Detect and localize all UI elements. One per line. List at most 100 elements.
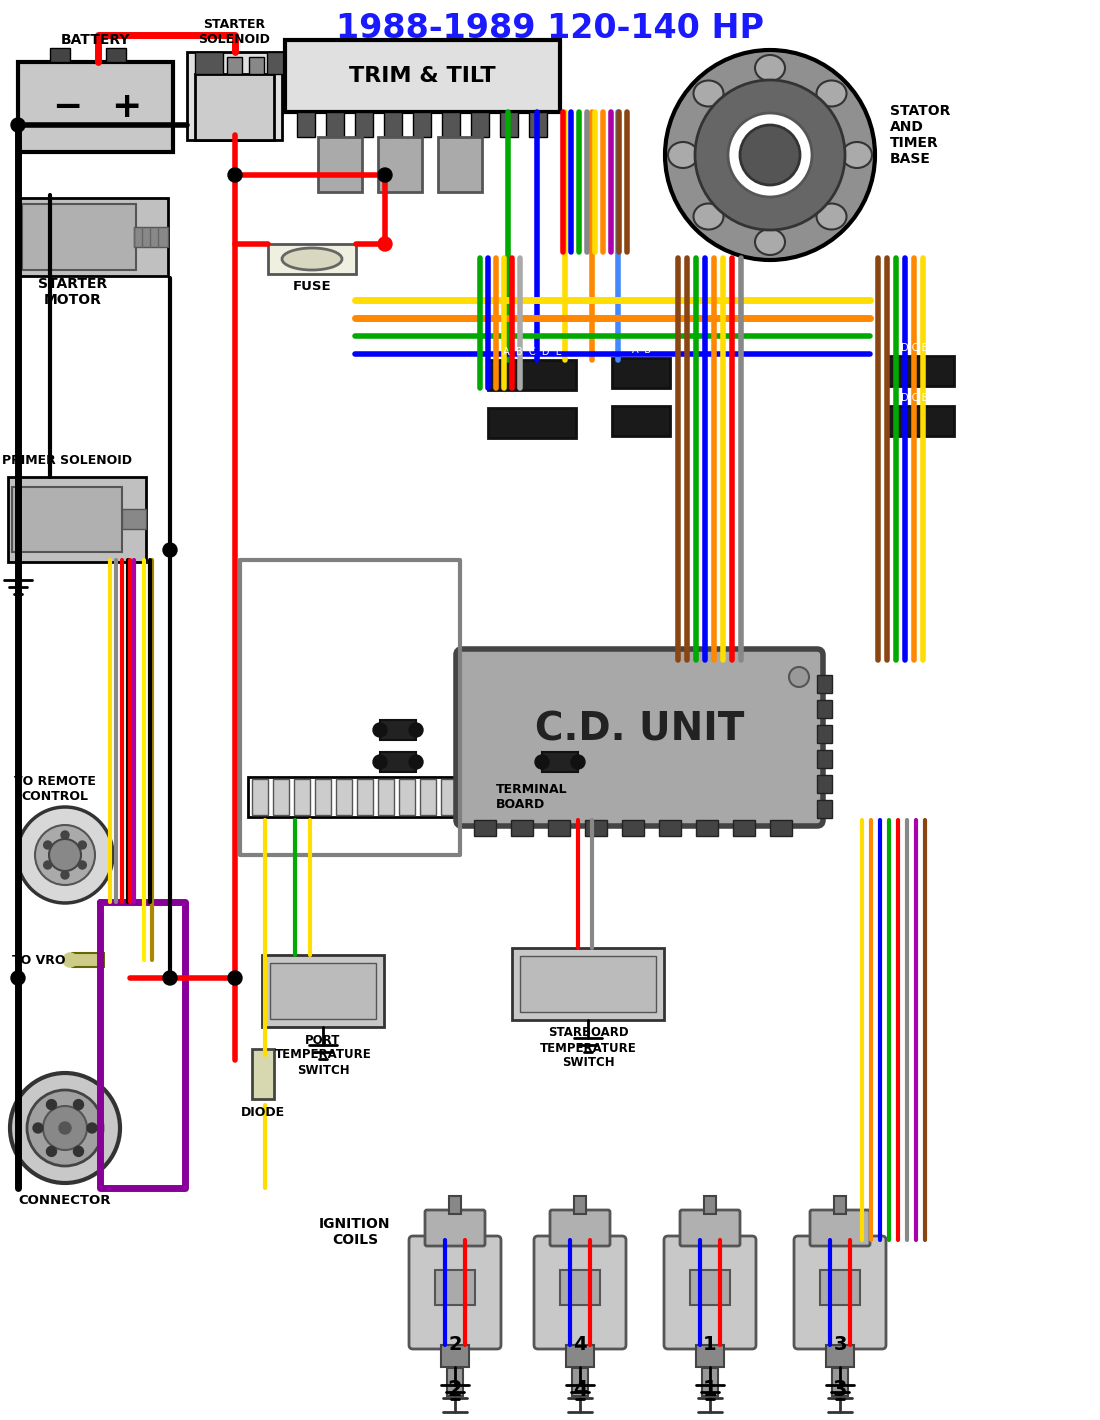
FancyBboxPatch shape [488, 361, 576, 391]
Circle shape [50, 839, 81, 870]
FancyBboxPatch shape [18, 197, 168, 275]
FancyBboxPatch shape [817, 775, 832, 792]
Text: BATTERY: BATTERY [60, 33, 130, 47]
Circle shape [409, 723, 424, 737]
Circle shape [60, 831, 69, 839]
FancyBboxPatch shape [187, 53, 282, 141]
Circle shape [63, 953, 77, 967]
Text: 4: 4 [573, 1335, 586, 1355]
Circle shape [728, 114, 812, 197]
Text: 1: 1 [703, 1380, 717, 1400]
FancyBboxPatch shape [326, 112, 344, 136]
Circle shape [571, 755, 585, 770]
FancyBboxPatch shape [268, 244, 356, 274]
FancyBboxPatch shape [358, 780, 373, 815]
FancyBboxPatch shape [378, 780, 394, 815]
Circle shape [10, 1074, 120, 1183]
Circle shape [163, 971, 177, 985]
FancyBboxPatch shape [252, 1049, 274, 1099]
Text: FUSE: FUSE [293, 280, 331, 293]
FancyBboxPatch shape [318, 136, 362, 192]
FancyBboxPatch shape [550, 1210, 610, 1245]
Circle shape [78, 841, 86, 849]
FancyBboxPatch shape [315, 780, 331, 815]
Ellipse shape [816, 81, 847, 106]
FancyBboxPatch shape [886, 406, 954, 436]
FancyBboxPatch shape [384, 112, 402, 136]
FancyBboxPatch shape [770, 819, 792, 836]
FancyBboxPatch shape [612, 406, 670, 436]
FancyBboxPatch shape [12, 487, 122, 552]
Ellipse shape [816, 203, 847, 230]
FancyBboxPatch shape [262, 956, 384, 1027]
FancyBboxPatch shape [886, 356, 954, 386]
FancyBboxPatch shape [441, 780, 456, 815]
Text: STARTER
MOTOR: STARTER MOTOR [39, 277, 108, 307]
FancyBboxPatch shape [704, 1196, 716, 1214]
FancyBboxPatch shape [449, 1196, 461, 1214]
Circle shape [228, 971, 242, 985]
FancyBboxPatch shape [297, 112, 315, 136]
FancyBboxPatch shape [379, 720, 416, 740]
Ellipse shape [693, 81, 724, 106]
FancyBboxPatch shape [227, 57, 242, 74]
FancyBboxPatch shape [621, 819, 643, 836]
Circle shape [373, 755, 387, 770]
Circle shape [78, 861, 86, 869]
Text: 1988-1989 120-140 HP: 1988-1989 120-140 HP [336, 11, 764, 44]
Text: A' B: A' B [631, 345, 650, 355]
FancyBboxPatch shape [442, 112, 460, 136]
FancyBboxPatch shape [50, 48, 70, 62]
Circle shape [60, 870, 69, 879]
FancyBboxPatch shape [441, 1345, 469, 1367]
FancyBboxPatch shape [817, 750, 832, 768]
Ellipse shape [282, 248, 342, 270]
Text: TRIM & TILT: TRIM & TILT [349, 65, 496, 87]
Text: 2: 2 [448, 1335, 462, 1355]
Circle shape [46, 1146, 56, 1156]
Text: 4: 4 [573, 1380, 587, 1400]
Text: A  B  C  D  E: A B C D E [503, 346, 561, 356]
FancyBboxPatch shape [542, 753, 578, 772]
FancyBboxPatch shape [195, 53, 223, 74]
FancyBboxPatch shape [696, 819, 718, 836]
Circle shape [44, 861, 52, 869]
FancyBboxPatch shape [664, 1235, 756, 1349]
FancyBboxPatch shape [18, 62, 173, 152]
Text: 1: 1 [703, 1335, 717, 1355]
FancyBboxPatch shape [529, 112, 547, 136]
FancyBboxPatch shape [447, 1367, 463, 1396]
Circle shape [46, 1099, 56, 1109]
Ellipse shape [693, 203, 724, 230]
FancyBboxPatch shape [106, 48, 127, 62]
Circle shape [378, 168, 392, 182]
FancyBboxPatch shape [252, 780, 268, 815]
Circle shape [409, 755, 424, 770]
Text: STARTER
SOLENOID: STARTER SOLENOID [199, 18, 271, 45]
Circle shape [740, 125, 800, 185]
FancyBboxPatch shape [420, 780, 436, 815]
FancyBboxPatch shape [817, 726, 832, 743]
FancyBboxPatch shape [399, 780, 415, 815]
FancyBboxPatch shape [512, 819, 534, 836]
Text: A  B  C  D  E: A B C D E [503, 395, 561, 405]
Text: C.D. UNIT: C.D. UNIT [535, 710, 745, 748]
FancyBboxPatch shape [810, 1210, 870, 1245]
FancyBboxPatch shape [733, 819, 755, 836]
Circle shape [228, 168, 242, 182]
FancyBboxPatch shape [471, 112, 490, 136]
FancyBboxPatch shape [438, 136, 482, 192]
FancyBboxPatch shape [434, 1269, 475, 1305]
FancyBboxPatch shape [834, 1196, 846, 1214]
Circle shape [16, 807, 113, 903]
Text: A, B: A, B [631, 393, 651, 403]
Text: −: − [53, 89, 82, 124]
FancyBboxPatch shape [474, 819, 496, 836]
Circle shape [373, 723, 387, 737]
Circle shape [666, 50, 874, 260]
FancyBboxPatch shape [572, 1367, 588, 1396]
FancyBboxPatch shape [488, 408, 576, 437]
FancyBboxPatch shape [409, 1235, 500, 1349]
Circle shape [43, 1106, 87, 1150]
FancyBboxPatch shape [548, 819, 570, 836]
